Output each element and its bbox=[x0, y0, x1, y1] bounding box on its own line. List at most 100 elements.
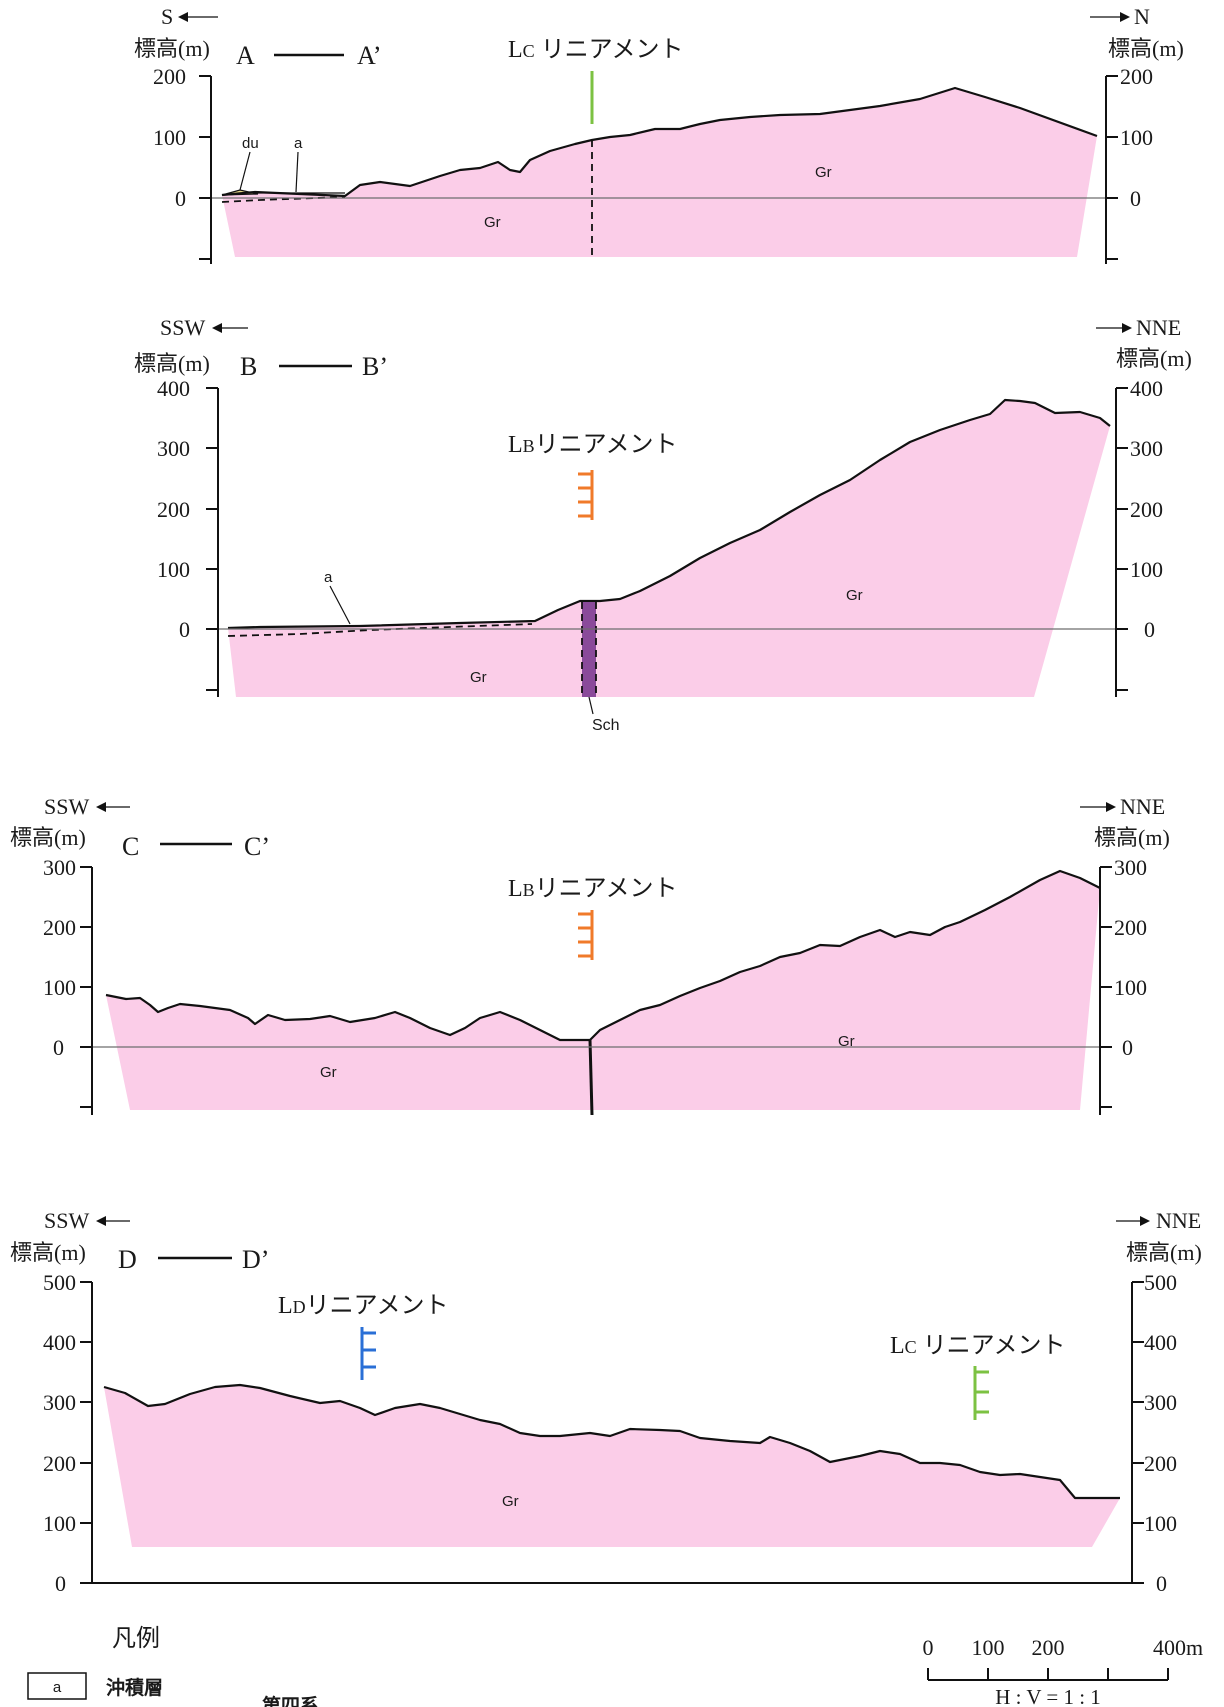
tick-left-b-0: 400 bbox=[157, 376, 190, 401]
granite-body-c bbox=[106, 871, 1100, 1110]
surface-profile-b bbox=[227, 398, 1111, 630]
legend-item-a-label: 沖積層 bbox=[106, 1676, 163, 1699]
rock-label-c-1: Gr bbox=[320, 1064, 337, 1081]
section-title-b-prime: B’ bbox=[362, 352, 388, 381]
legend-title: 凡例 bbox=[112, 1625, 160, 1652]
rock-label-c-2: Gr bbox=[838, 1033, 855, 1050]
tick-left-a-2: 0 bbox=[175, 186, 186, 211]
arrow-left-icon bbox=[178, 12, 218, 22]
section-title-a: A bbox=[236, 41, 255, 70]
dir-left-d: SSW bbox=[44, 1208, 89, 1233]
tick-left-d-4: 100 bbox=[43, 1511, 76, 1536]
tick-right-d-5: 0 bbox=[1156, 1571, 1167, 1596]
legend-swatch-a bbox=[27, 1672, 87, 1700]
section-title-c: C bbox=[122, 832, 139, 861]
tick-left-c-2: 100 bbox=[43, 975, 76, 1000]
left-axis-c bbox=[80, 866, 93, 1115]
tick-left-b-4: 0 bbox=[179, 617, 190, 642]
tick-right-b-0: 400 bbox=[1130, 376, 1163, 401]
arrow-right-icon bbox=[1096, 323, 1132, 333]
lineament-marker-d bbox=[360, 1327, 376, 1380]
lineament-marker-c bbox=[578, 910, 594, 960]
scale-ratio: H : V = 1 : 1 bbox=[995, 1685, 1101, 1707]
section-d: SSW NNE 標高(m) 標高(m) D D’ LDリニアメント LC リニア… bbox=[10, 1208, 1202, 1596]
tick-left-b-2: 200 bbox=[157, 497, 190, 522]
tick-left-a-1: 100 bbox=[153, 125, 186, 150]
lineament-label-d: LDリニアメント bbox=[278, 1293, 448, 1319]
rock-label-a-2: Gr bbox=[815, 164, 832, 181]
leader-sch bbox=[588, 696, 594, 715]
tick-right-c-1: 200 bbox=[1114, 915, 1147, 940]
leader-a-section-a bbox=[295, 151, 299, 193]
tick-right-b-4: 0 bbox=[1144, 617, 1155, 642]
dir-right-d: NNE bbox=[1156, 1208, 1201, 1233]
unit-label-a-section-a: a bbox=[294, 135, 303, 152]
schist-zone bbox=[582, 602, 596, 697]
tick-left-d-5: 0 bbox=[55, 1571, 66, 1596]
right-axis-c bbox=[1099, 866, 1112, 1115]
tick-right-d-0: 500 bbox=[1144, 1270, 1177, 1295]
surface-profile-a bbox=[221, 86, 1098, 198]
section-title-d: D bbox=[118, 1245, 137, 1274]
granite-body-d bbox=[104, 1385, 1120, 1547]
tick-right-b-2: 200 bbox=[1130, 497, 1163, 522]
tick-left-c-1: 200 bbox=[43, 915, 76, 940]
tick-left-d-3: 200 bbox=[43, 1451, 76, 1476]
left-axis-d bbox=[80, 1281, 1132, 1584]
scale-label-100: 100 bbox=[972, 1635, 1005, 1660]
unit-label-du: du bbox=[242, 135, 259, 152]
elevation-label-right-c: 標高(m) bbox=[1094, 825, 1170, 850]
tick-right-c-2: 100 bbox=[1114, 975, 1147, 1000]
surface-profile-d bbox=[103, 1383, 1120, 1500]
arrow-left-icon bbox=[212, 323, 248, 333]
leader-a-section-b bbox=[329, 585, 351, 625]
right-axis-b bbox=[1115, 387, 1128, 697]
rock-label-b-2: Gr bbox=[846, 587, 863, 604]
tick-right-a-1: 100 bbox=[1120, 125, 1153, 150]
elevation-label-right-b: 標高(m) bbox=[1116, 346, 1192, 371]
lineament-label-c: LBリニアメント bbox=[508, 876, 678, 902]
lineament-marker-b bbox=[578, 470, 594, 520]
scale-bar: 0 100 200 400m H : V = 1 : 1 bbox=[923, 1635, 1204, 1707]
granite-body-b bbox=[228, 400, 1110, 697]
scale-label-400m: 400m bbox=[1153, 1635, 1203, 1660]
tick-left-d-2: 300 bbox=[43, 1390, 76, 1415]
granite-body-a bbox=[222, 88, 1097, 257]
dir-left-c: SSW bbox=[44, 794, 89, 819]
lineament-label-d-2: LC リニアメント bbox=[890, 1333, 1066, 1359]
arrow-left-icon bbox=[96, 1216, 130, 1226]
tick-right-c-0: 300 bbox=[1114, 855, 1147, 880]
lineament-label-a: LC リニアメント bbox=[508, 37, 684, 63]
dir-right-b: NNE bbox=[1136, 315, 1181, 340]
fault-c bbox=[588, 1039, 594, 1116]
tick-right-b-3: 100 bbox=[1130, 557, 1163, 582]
arrow-right-icon bbox=[1090, 12, 1130, 22]
section-title-d-prime: D’ bbox=[242, 1245, 269, 1274]
tick-right-d-2: 300 bbox=[1144, 1390, 1177, 1415]
dir-left-a: S bbox=[161, 4, 173, 29]
right-axis-a bbox=[1105, 75, 1118, 264]
legend-swatch-a-label: a bbox=[53, 1679, 62, 1696]
tick-right-a-0: 200 bbox=[1120, 64, 1153, 89]
section-a: S N 標高(m) 標高(m) A A’ LC リニアメント bbox=[134, 4, 1184, 264]
elevation-label-left-a: 標高(m) bbox=[134, 36, 210, 61]
arrow-right-icon bbox=[1116, 1216, 1150, 1226]
unit-label-sch: Sch bbox=[592, 717, 620, 734]
section-title-b: B bbox=[240, 352, 257, 381]
elevation-label-right-d: 標高(m) bbox=[1126, 1240, 1202, 1265]
legend: 凡例 a 沖積層 第四系 bbox=[27, 1625, 319, 1707]
tick-left-b-1: 300 bbox=[157, 436, 190, 461]
surface-profile-c bbox=[105, 869, 1101, 1042]
dir-left-b: SSW bbox=[160, 315, 205, 340]
left-axis-a bbox=[199, 75, 212, 264]
arrow-right-icon bbox=[1080, 802, 1116, 812]
tick-right-a-2: 0 bbox=[1130, 186, 1141, 211]
left-axis-b bbox=[206, 387, 219, 697]
tick-left-c-3: 0 bbox=[53, 1035, 64, 1060]
tick-right-d-3: 200 bbox=[1144, 1451, 1177, 1476]
arrow-left-icon bbox=[96, 802, 130, 812]
tick-right-d-1: 400 bbox=[1144, 1330, 1177, 1355]
section-title-c-prime: C’ bbox=[244, 832, 270, 861]
tick-left-c-0: 300 bbox=[43, 855, 76, 880]
